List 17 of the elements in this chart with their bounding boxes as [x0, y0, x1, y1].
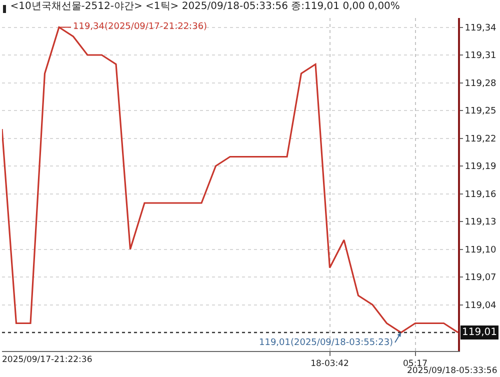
annotation: 119,34(2025/09/17-21:22:36)	[73, 22, 208, 32]
ref-line-label: 119,01	[462, 327, 497, 338]
text: 2025/09/17-21:22:36	[2, 355, 92, 365]
y-tick-label: 119,31	[464, 51, 496, 62]
x-tick-label: 18-03:42	[310, 359, 349, 370]
annotation: 119,01(2025/09/18-03:55:23)	[259, 338, 394, 348]
y-tick-label: 119,25	[464, 106, 496, 117]
y-tick-label: 119,34	[464, 23, 497, 34]
y-tick-label: 119,07	[464, 273, 496, 284]
y-tick-label: 119,13	[464, 218, 496, 228]
y-tick-label: 119,28	[464, 78, 497, 89]
y-tick-label: 119,19	[464, 162, 497, 172]
y-tick-label: 119,10	[464, 245, 497, 256]
chart-title: <10년국채선물-2512-야간> <1틱> 2025/09/18-05:33:56 종:119,01 0,00 0,00%	[10, 0, 400, 12]
y-tick-label: 119,16	[464, 190, 497, 200]
y-tick-label: 119,22	[464, 134, 496, 144]
y-tick-label: 119,04	[464, 300, 497, 311]
